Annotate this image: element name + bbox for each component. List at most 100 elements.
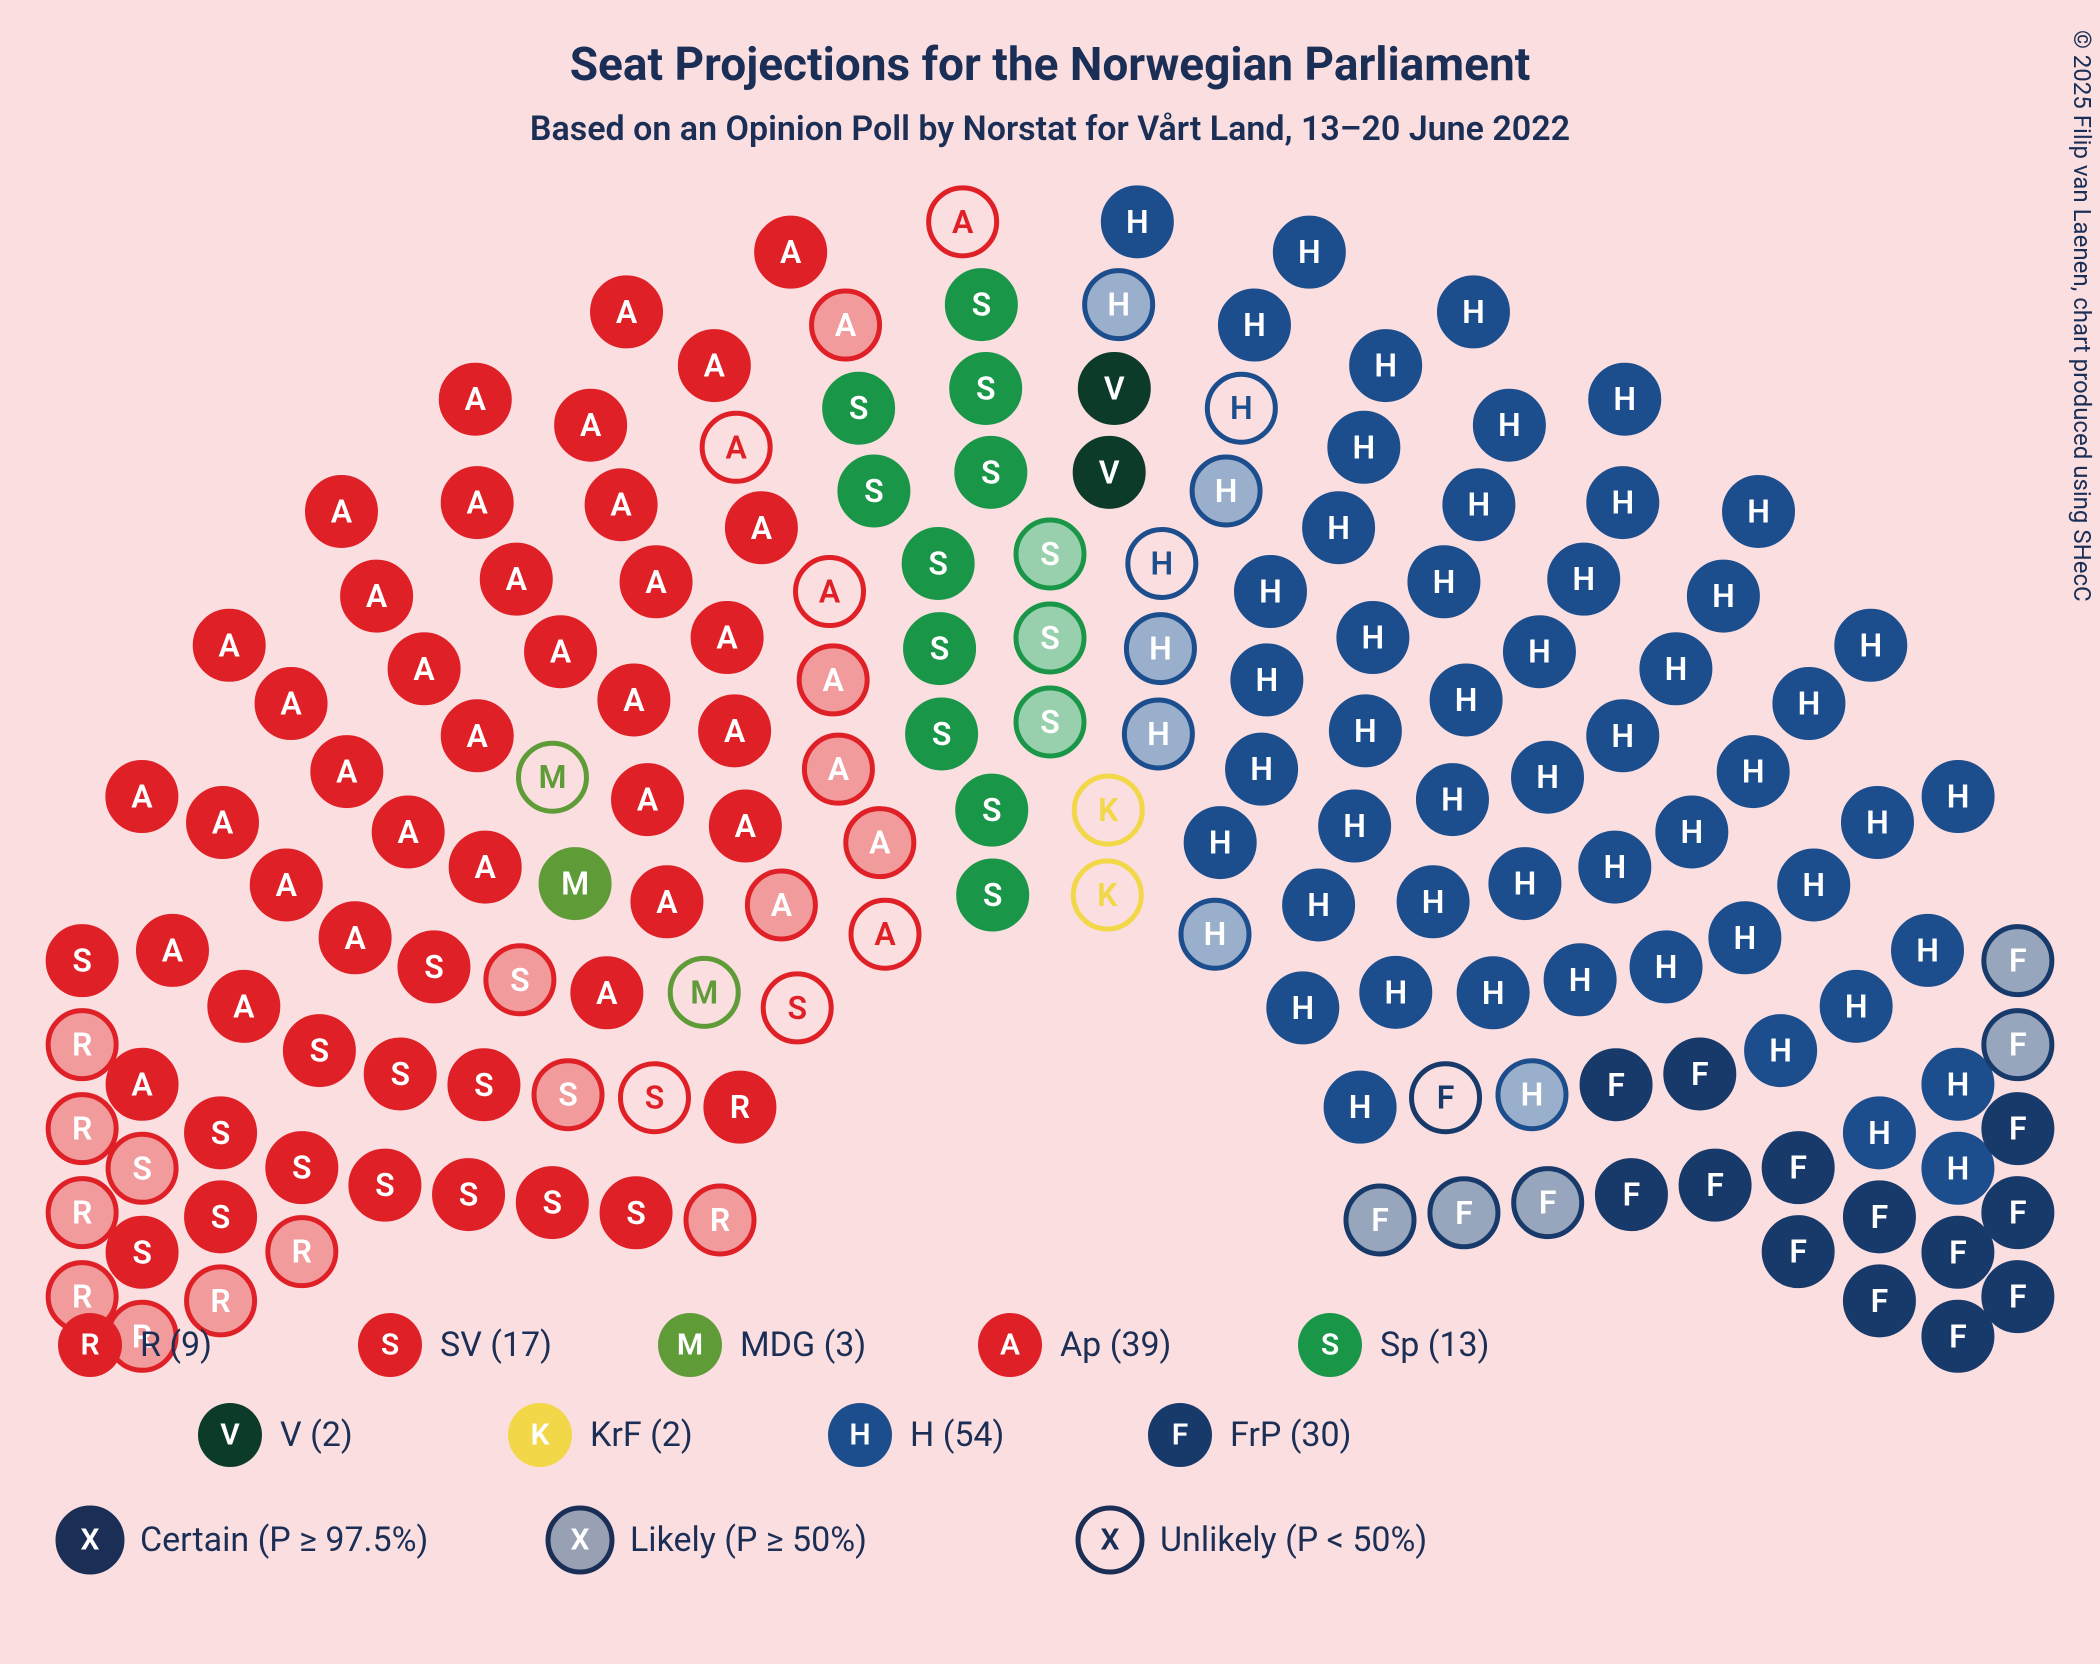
seat-frp: F xyxy=(1346,1186,1414,1254)
seat-letter: S xyxy=(543,1184,563,1222)
seat-letter: A xyxy=(596,974,618,1012)
seat-letter: R xyxy=(72,1194,92,1232)
seat-letter: A xyxy=(724,712,746,750)
seat-sv: S xyxy=(268,1134,336,1202)
seat-h: H xyxy=(1498,1061,1566,1129)
seat-letter: H xyxy=(1603,848,1626,886)
seat-letter: H xyxy=(1798,685,1821,723)
seat-h: H xyxy=(1236,558,1304,626)
seat-letter: A xyxy=(331,492,353,530)
chart-title: Seat Projections for the Norwegian Parli… xyxy=(570,38,1531,92)
seat-h: H xyxy=(1491,850,1559,918)
seat-letter: F xyxy=(1949,1233,1967,1271)
seat-h: H xyxy=(1228,735,1296,803)
seat-letter: A xyxy=(616,293,638,331)
seat-h: H xyxy=(1186,809,1254,877)
seat-letter: S xyxy=(981,453,1001,491)
seat-letter: H xyxy=(1665,650,1688,688)
seat-letter: S xyxy=(375,1166,395,1204)
seat-ap: A xyxy=(929,188,997,256)
seat-letter: A xyxy=(822,661,844,699)
seat-letter: A xyxy=(637,781,659,819)
seat-frp: F xyxy=(1764,1134,1832,1202)
seat-letter: S xyxy=(510,961,530,999)
seat-ap: A xyxy=(210,972,278,1040)
seat-letter: F xyxy=(1607,1066,1625,1104)
seat-sp: S xyxy=(904,529,972,597)
seat-letter: S xyxy=(558,1076,578,1114)
seat-ap: A xyxy=(693,604,761,672)
seat-letter: F xyxy=(1455,1194,1473,1232)
seat-letter: S xyxy=(864,472,884,510)
seat-letter: H xyxy=(1343,807,1366,845)
seat-ap: A xyxy=(451,833,519,901)
seat-r: R xyxy=(48,1179,116,1247)
seat-letter: H xyxy=(1734,919,1757,957)
seat-sp: S xyxy=(1016,688,1084,756)
seat-letter: A xyxy=(819,573,841,611)
seat-letter: S xyxy=(310,1032,330,1070)
seat-h: H xyxy=(1689,562,1757,630)
seat-letter: S xyxy=(928,544,948,582)
seat-sv: S xyxy=(602,1179,670,1247)
seat-h: H xyxy=(1321,792,1389,860)
seat-letter: M xyxy=(690,973,718,1011)
seat-frp: F xyxy=(1984,1095,2052,1163)
seat-h: H xyxy=(1285,871,1353,939)
seat-letter: H xyxy=(1947,1065,1970,1103)
seat-ap: A xyxy=(799,646,867,714)
seat-letter: H xyxy=(1680,813,1703,851)
seat-h: H xyxy=(1719,738,1787,806)
seat-sv: S xyxy=(518,1169,586,1237)
seat-letter: S xyxy=(972,286,992,324)
seat-letter: F xyxy=(2009,1026,2027,1064)
seat-letter: F xyxy=(1539,1184,1557,1222)
seat-sp: S xyxy=(947,271,1015,339)
seat-h: H xyxy=(1128,529,1196,597)
seat-letter: H xyxy=(1441,781,1464,819)
seat-h: H xyxy=(1326,1073,1394,1141)
seat-r: R xyxy=(48,1095,116,1163)
seat-ap: A xyxy=(573,959,641,1027)
seat-sv: S xyxy=(187,1099,255,1167)
seat-h: H xyxy=(1475,391,1543,459)
seat-ap: A xyxy=(701,697,769,765)
seat-letter: H xyxy=(1859,626,1882,664)
seat-letter: H xyxy=(1569,961,1592,999)
seat-letter: H xyxy=(1742,753,1765,791)
seat-letter: R xyxy=(210,1282,230,1320)
seat-v: V xyxy=(1080,354,1148,422)
seat-letter: H xyxy=(1209,824,1232,862)
seat-ap: A xyxy=(307,477,375,545)
seat-letter: H xyxy=(1147,715,1170,753)
seat-letter: H xyxy=(1433,563,1456,601)
seat-letter: H xyxy=(1536,758,1559,796)
seat-h: H xyxy=(1711,904,1779,972)
seat-letter: H xyxy=(1107,286,1130,324)
seat-h: H xyxy=(1103,188,1171,256)
seat-h: H xyxy=(1399,868,1467,936)
seat-letter: H xyxy=(1498,406,1521,444)
seat-sv: S xyxy=(187,1183,255,1251)
seat-letter: F xyxy=(2009,1110,2027,1148)
seat-letter: H xyxy=(1215,472,1238,510)
seat-letter: A xyxy=(413,650,435,688)
seat-letter: H xyxy=(1611,717,1634,755)
legend-swatch-letter: S xyxy=(381,1328,399,1363)
seat-letter: H xyxy=(1354,712,1377,750)
seat-letter: A xyxy=(366,577,388,615)
seat-h: H xyxy=(1642,635,1710,703)
seat-letter: H xyxy=(1468,486,1491,524)
seat-ap: A xyxy=(195,611,263,679)
seat-sp: S xyxy=(957,438,1025,506)
seat-h: H xyxy=(1439,278,1507,346)
seat-ap: A xyxy=(587,471,655,539)
seat-letter: H xyxy=(1149,630,1172,668)
seat-letter: S xyxy=(1040,619,1060,657)
seat-letter: S xyxy=(459,1176,479,1214)
seat-letter: H xyxy=(1572,560,1595,598)
seat-h: H xyxy=(1352,332,1420,400)
seat-krf: K xyxy=(1073,861,1141,929)
seat-h: H xyxy=(1459,959,1527,1027)
seat-letter: S xyxy=(1040,535,1060,573)
